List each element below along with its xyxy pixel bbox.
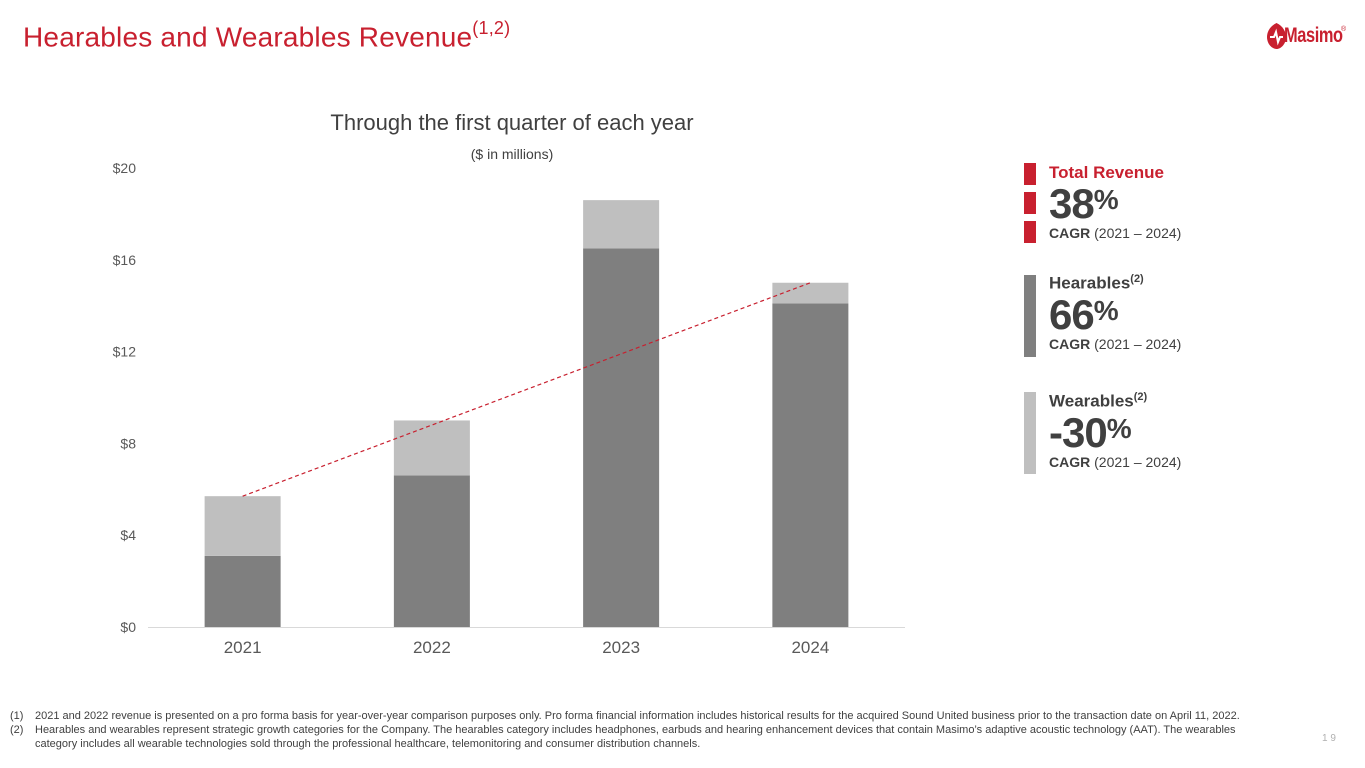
y-tick-label: $12 xyxy=(113,344,137,360)
bar-hearables-2022 xyxy=(393,475,470,627)
legend-heading: Total Revenue xyxy=(1049,163,1164,182)
bar-wearables-2024 xyxy=(772,282,849,304)
bar-wearables-2023 xyxy=(583,200,660,249)
x-tick-label: 2022 xyxy=(413,638,451,657)
masimo-logo: Masimo ® xyxy=(1266,22,1346,52)
legend-heading: Hearables(2) xyxy=(1049,273,1144,293)
legend-swatch xyxy=(1024,192,1036,214)
masimo-logo-icon xyxy=(1267,23,1286,49)
footnote-2: (2) Hearables and wearables represent st… xyxy=(10,724,1236,750)
x-tick-label: 2021 xyxy=(224,638,262,657)
bar-wearables-2021 xyxy=(204,496,281,556)
legend-cagr-label: CAGR (2021 – 2024) xyxy=(1049,335,1182,352)
logo-text: Masimo xyxy=(1284,24,1343,47)
x-tick-label: 2023 xyxy=(602,638,640,657)
bar-hearables-2023 xyxy=(583,248,660,627)
chart-subtitle: ($ in millions) xyxy=(470,146,554,162)
legend-cagr-value: 66% xyxy=(1049,290,1119,338)
logo-registered: ® xyxy=(1341,26,1347,33)
legend-cagr-value: -30% xyxy=(1049,408,1132,456)
y-tick-label: $0 xyxy=(120,619,136,635)
page-title: Hearables and Wearables Revenue(1,2) xyxy=(23,18,511,53)
y-tick-label: $4 xyxy=(120,527,136,543)
footnotes: (1) 2021 and 2022 revenue is presented o… xyxy=(10,709,1240,751)
legend-cagr-label: CAGR (2021 – 2024) xyxy=(1049,225,1182,241)
title-superscript: (1,2) xyxy=(472,18,511,38)
bar-hearables-2021 xyxy=(204,555,281,627)
page-number: 1 9 xyxy=(1322,733,1336,744)
legend-swatch xyxy=(1024,275,1036,357)
legend-cagr-label: CAGR (2021 – 2024) xyxy=(1049,453,1182,470)
chart-title: Through the first quarter of each year xyxy=(330,110,694,135)
x-tick-label: 2024 xyxy=(791,638,829,657)
y-tick-label: $8 xyxy=(120,435,136,451)
legend-text: Wearables(2) -30% CAGR (2021 – 2024) xyxy=(1049,391,1181,470)
bar-wearables-2022 xyxy=(393,420,470,476)
legend-text: Total Revenue 38% CAGR (2021 – 2024) xyxy=(1049,163,1181,241)
legend-text: Hearables(2) 66% CAGR (2021 – 2024) xyxy=(1049,273,1181,352)
legend-swatch xyxy=(1024,221,1036,243)
revenue-bar-chart: $0 $4 $8 $12 $16 $20 2021 2022 2023 2024 xyxy=(113,160,905,657)
legend-cagr-value: 38% xyxy=(1049,180,1119,227)
legend-swatch xyxy=(1024,392,1036,474)
footnote-1: (1) 2021 and 2022 revenue is presented o… xyxy=(10,710,1240,722)
legend-heading: Wearables(2) xyxy=(1049,391,1148,411)
y-tick-label: $16 xyxy=(113,252,137,268)
total-revenue-trendline xyxy=(242,282,811,497)
bar-hearables-2024 xyxy=(772,303,849,627)
y-tick-label: $20 xyxy=(113,160,137,176)
legend-swatch xyxy=(1024,163,1036,185)
